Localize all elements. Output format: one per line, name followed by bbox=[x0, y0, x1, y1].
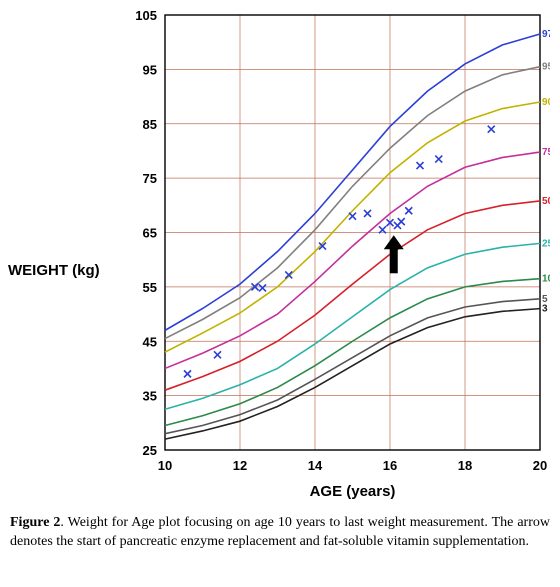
percentile-label-10: 10 bbox=[542, 274, 550, 285]
svg-text:105: 105 bbox=[135, 10, 157, 23]
svg-text:14: 14 bbox=[308, 458, 323, 473]
percentile-label-95: 95 bbox=[542, 62, 550, 73]
svg-text:65: 65 bbox=[143, 226, 157, 241]
svg-text:12: 12 bbox=[233, 458, 247, 473]
percentile-label-90: 90 bbox=[542, 97, 550, 108]
percentile-label-97: 97 bbox=[542, 29, 550, 40]
chart-svg: 97 95 90 75 50 25 105 3 10 12 14 16 18 20 25 35 45 55 65 75… bbox=[10, 10, 550, 500]
percentile-label-75: 75 bbox=[542, 147, 550, 158]
svg-text:18: 18 bbox=[458, 458, 472, 473]
svg-text:85: 85 bbox=[143, 117, 157, 132]
percentile-label-50: 50 bbox=[542, 196, 550, 207]
svg-text:10: 10 bbox=[158, 458, 172, 473]
percentile-label-3: 3 bbox=[542, 304, 548, 315]
svg-text:25: 25 bbox=[143, 443, 157, 458]
svg-text:16: 16 bbox=[383, 458, 397, 473]
percentile-label-25: 25 bbox=[542, 238, 550, 249]
y-axis-label: WEIGHT (kg) bbox=[8, 262, 100, 279]
caption-prefix: Figure 2 bbox=[10, 515, 60, 530]
svg-text:45: 45 bbox=[143, 334, 157, 349]
svg-text:95: 95 bbox=[143, 62, 157, 77]
caption-body: . Weight for Age plot focusing on age 10… bbox=[10, 515, 550, 549]
svg-text:55: 55 bbox=[143, 280, 157, 295]
svg-text:75: 75 bbox=[143, 171, 157, 186]
growth-chart: WEIGHT (kg) 97 95 90 75 50 25 105 3 10 12 14 16 18 20… bbox=[10, 10, 550, 500]
x-axis-label: AGE (years) bbox=[310, 483, 396, 500]
svg-text:35: 35 bbox=[143, 389, 157, 404]
figure-caption: Figure 2. Weight for Age plot focusing o… bbox=[10, 514, 550, 552]
svg-text:20: 20 bbox=[533, 458, 547, 473]
